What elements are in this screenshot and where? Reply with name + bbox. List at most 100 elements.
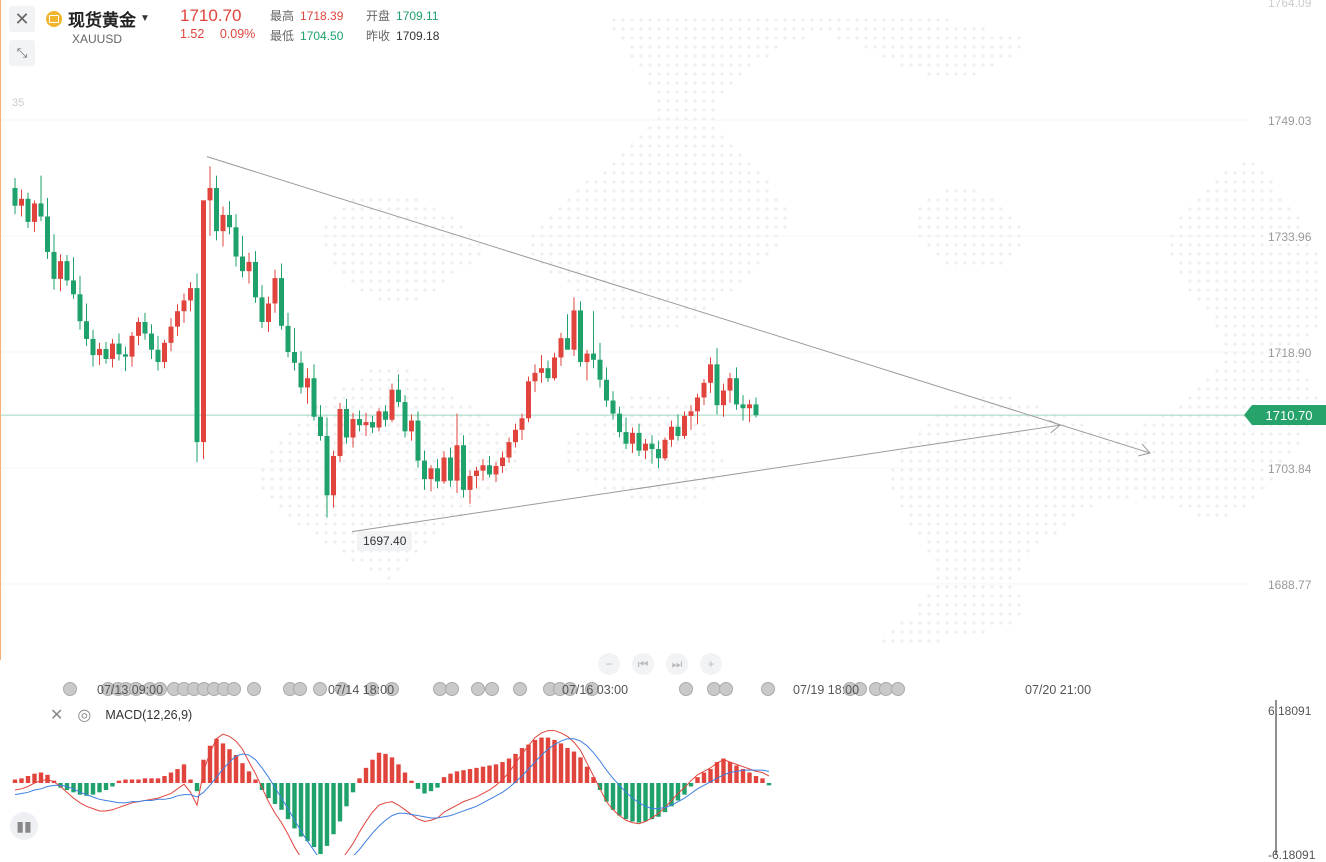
candle-body <box>513 429 518 443</box>
candle-body <box>721 390 726 406</box>
macd-bar <box>584 766 590 783</box>
macd-bar <box>558 743 564 783</box>
candle-body <box>246 261 252 272</box>
event-marker-dot[interactable] <box>563 682 577 696</box>
macd-bar <box>155 778 161 783</box>
time-tick: 07/13 09:00 <box>97 683 164 697</box>
macd-axis-bottom: -6.18091 <box>1268 848 1316 862</box>
settings-icon[interactable]: ◎ <box>77 707 92 724</box>
event-marker-dot[interactable] <box>247 682 261 696</box>
collapse-icon[interactable]: ⤡ <box>9 40 35 66</box>
event-marker-dot[interactable] <box>313 682 327 696</box>
macd-bar <box>350 783 356 793</box>
macd-bar <box>487 765 492 783</box>
macd-bar <box>266 783 271 799</box>
macd-bar <box>597 783 603 790</box>
candle-body <box>253 261 258 298</box>
candle-body <box>617 413 622 433</box>
candle-body <box>298 362 304 388</box>
candle-body <box>357 419 362 426</box>
time-tick: 07/20 21:00 <box>1025 683 1092 697</box>
close-icon[interactable]: ✕ <box>50 707 64 724</box>
candle-body <box>45 216 50 252</box>
event-marker-dot[interactable] <box>385 682 399 696</box>
event-marker-dot[interactable] <box>445 682 459 696</box>
candle-body <box>331 455 336 496</box>
event-marker-dot[interactable] <box>719 682 733 696</box>
candle-body <box>155 349 161 363</box>
candlestick-series <box>12 166 759 518</box>
scroll-right-icon[interactable]: ⏭ <box>666 653 688 675</box>
event-marker-dot[interactable] <box>485 682 499 696</box>
macd-bar <box>71 783 76 793</box>
candle-body <box>227 214 232 228</box>
candle-body <box>51 251 57 279</box>
symbol-selector[interactable]: 现货黄金 ▼ <box>46 6 150 31</box>
event-marker-dot[interactable] <box>585 682 599 696</box>
candle-body <box>688 411 694 416</box>
event-marker-dot[interactable] <box>513 682 527 696</box>
candle-body <box>708 364 713 383</box>
candle-body <box>168 326 174 343</box>
caret-down-icon[interactable]: ▼ <box>140 13 150 24</box>
stat-high-value: 1718.39 <box>300 9 344 23</box>
event-marker-dot[interactable] <box>891 682 905 696</box>
grid-lines <box>0 119 1250 585</box>
candle-body <box>487 465 492 475</box>
candle-body <box>428 468 434 480</box>
candle-body <box>435 468 440 482</box>
candle-body <box>370 422 375 428</box>
macd-bar <box>19 778 24 783</box>
candle-body <box>682 415 687 436</box>
stat-open: 开盘 1709.11 <box>366 7 439 24</box>
zoom-in-icon[interactable]: + <box>700 653 722 675</box>
macd-bar <box>675 783 681 801</box>
symbol-header: ✕ ⤡ 现货黄金 ▼ XAUUSD 1710.70 1.52 0.09% 最高 1… <box>0 0 1250 70</box>
dea-line <box>14 738 770 855</box>
macd-bar <box>285 783 291 820</box>
macd-bar <box>623 783 629 820</box>
candle-body <box>19 198 24 206</box>
candle-body <box>58 261 63 279</box>
macd-bar <box>298 783 304 837</box>
event-marker-dot[interactable] <box>853 682 867 696</box>
macd-bar <box>279 783 284 810</box>
macd-bar <box>32 773 37 783</box>
macd-bar <box>103 783 109 790</box>
macd-bar <box>331 783 336 835</box>
low-price-marker: 1697.40 <box>357 531 413 551</box>
last-price: 1710.70 <box>180 6 242 25</box>
candle-body <box>110 343 115 359</box>
candle-body <box>656 449 661 459</box>
left-axis-partial: 35 <box>12 97 25 109</box>
macd-bar <box>389 757 395 783</box>
zoom-out-icon[interactable]: − <box>598 653 620 675</box>
event-marker-dot[interactable] <box>293 682 307 696</box>
event-marker-dot[interactable] <box>129 682 143 696</box>
macd-bar <box>571 751 577 783</box>
candle-body <box>526 381 531 419</box>
macd-header: ✕ ◎ MACD(12,26,9) <box>50 705 192 725</box>
event-marker-dot[interactable] <box>365 682 379 696</box>
scroll-left-icon[interactable]: ⏮ <box>632 653 654 675</box>
change-value: 1.52 <box>180 27 205 41</box>
event-marker-dot[interactable] <box>679 682 693 696</box>
event-marker-dot[interactable] <box>227 682 241 696</box>
event-marker-dot[interactable] <box>471 682 485 696</box>
event-marker-dot[interactable] <box>335 682 349 696</box>
event-marker-dot[interactable] <box>761 682 775 696</box>
macd-bar <box>740 769 746 783</box>
current-price-tag: 1710.70 <box>1244 405 1326 425</box>
candle-body <box>279 278 284 326</box>
candle-body <box>695 397 700 412</box>
candlestick-tool-icon[interactable]: ▮▮ <box>10 812 38 840</box>
candle-body <box>162 342 167 363</box>
candle-body <box>584 353 590 363</box>
price-tick: 1733.96 <box>1268 230 1312 244</box>
close-icon[interactable]: ✕ <box>9 6 35 32</box>
candle-body <box>292 352 297 363</box>
event-marker-dot[interactable] <box>63 682 77 696</box>
macd-bar <box>220 743 226 783</box>
event-marker-dot[interactable] <box>153 682 167 696</box>
